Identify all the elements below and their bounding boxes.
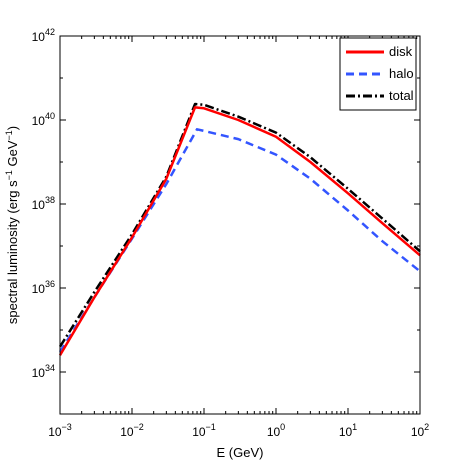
x-axis-label: E (GeV) <box>217 445 264 460</box>
legend-label-disk: disk <box>389 44 413 59</box>
x-tick-label-base: 10 <box>339 425 353 439</box>
series-line-disk <box>58 106 421 356</box>
y-axis-label-mid: GeV <box>5 140 20 170</box>
y-tick-label-exp: 38 <box>45 195 55 205</box>
y-tick-label: 1040 <box>32 111 55 128</box>
x-tick-label: 102 <box>411 422 429 439</box>
x-tick-label-base: 10 <box>120 425 134 439</box>
y-tick-label-exp: 40 <box>45 111 55 121</box>
x-tick-label-exp: −2 <box>134 422 144 432</box>
y-tick-label-exp: 36 <box>45 279 55 289</box>
y-tick-label: 1034 <box>32 363 55 380</box>
y-tick-label-base: 10 <box>32 30 46 44</box>
y-tick-label-exp: 34 <box>45 363 55 373</box>
y-tick-label-exp: 42 <box>45 27 55 37</box>
legend-label-halo: halo <box>389 66 414 81</box>
y-axis-label-end: ) <box>5 126 20 130</box>
x-tick-label: 10−2 <box>120 422 144 439</box>
y-tick-label-base: 10 <box>32 198 46 212</box>
x-tick-label-base: 10 <box>192 425 206 439</box>
x-tick-label-exp: −3 <box>62 422 72 432</box>
x-tick-label-base: 10 <box>48 425 62 439</box>
x-tick-label: 10−3 <box>48 422 72 439</box>
x-tick-label-base: 10 <box>267 425 281 439</box>
x-tick-label-base: 10 <box>411 425 425 439</box>
x-tick-label: 100 <box>267 422 285 439</box>
tick-labels-layer: 10−3 10−2 10−1 100 101 1021034103610381040104… <box>32 27 430 439</box>
y-tick-label: 1038 <box>32 195 55 212</box>
y-tick-label-base: 10 <box>32 366 46 380</box>
y-tick-label: 1042 <box>32 27 55 44</box>
y-tick-label-base: 10 <box>32 282 46 296</box>
y-axis-label-exp2: −1 <box>4 130 14 140</box>
x-tick-label-exp: −1 <box>206 422 216 432</box>
plot-frame <box>59 35 421 415</box>
x-tick-label: 101 <box>339 422 357 439</box>
legend-label-total: total <box>389 88 414 103</box>
y-tick-label-base: 10 <box>32 114 46 128</box>
series-layer <box>58 102 421 356</box>
x-tick-label-exp: 1 <box>352 422 357 432</box>
series-line-total <box>58 102 421 348</box>
y-axis-label-main: spectral luminosity (erg s <box>5 180 20 324</box>
y-tick-label: 1036 <box>32 279 55 296</box>
x-tick-label: 10−1 <box>192 422 216 439</box>
y-axis-label: spectral luminosity (erg s−1 GeV−1) <box>4 126 20 324</box>
x-tick-label-exp: 0 <box>280 422 285 432</box>
y-axis-label-exp1: −1 <box>4 170 14 180</box>
legend: disk halo total <box>339 37 417 111</box>
x-tick-label-exp: 2 <box>424 422 429 432</box>
series-line-halo <box>58 128 421 353</box>
